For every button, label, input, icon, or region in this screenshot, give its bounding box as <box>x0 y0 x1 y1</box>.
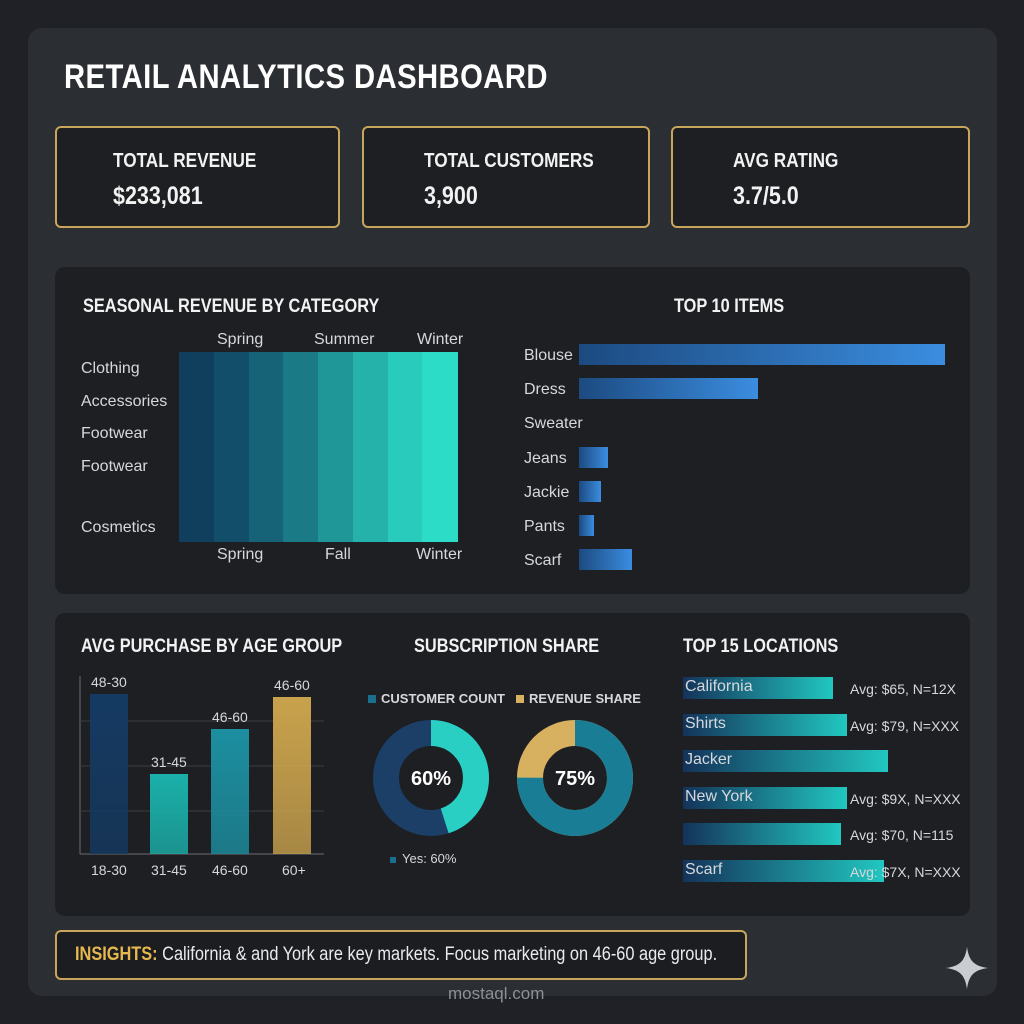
category-label: Clothing <box>81 360 140 377</box>
age-bar[interactable] <box>211 729 249 854</box>
age-bar[interactable] <box>90 693 128 854</box>
footnote-text: Yes: 60% <box>402 851 457 866</box>
location-label: Scarf <box>685 861 723 878</box>
location-stat: Avg: $7X, N=XXX <box>850 864 961 880</box>
season-bottom-label: Spring <box>217 546 264 563</box>
age-bar-chart: 48-30 18-30 31-45 31-45 46-60 46-60 46-60 60+ <box>78 673 326 878</box>
kpi-total-customers[interactable]: TOTAL CUSTOMERS 3,900 <box>362 126 650 228</box>
location-label: Jacker <box>685 751 733 769</box>
kpi-total-revenue[interactable]: TOTAL REVENUE $233,081 <box>55 126 340 228</box>
season-top-label: Summer <box>314 331 375 348</box>
customer-donut-label: 60% <box>411 768 451 790</box>
heatmap-cell[interactable] <box>248 352 284 542</box>
insights-banner: INSIGHTS: California & and York are key … <box>55 930 747 980</box>
category-label: Footwear <box>81 458 148 475</box>
location-label: California <box>685 678 753 695</box>
age-bar[interactable] <box>273 697 311 854</box>
legend-swatch <box>516 695 524 703</box>
category-label: Accessories <box>81 393 168 410</box>
age-bar-value-label: 48-30 <box>91 673 127 690</box>
watermark: mostaql.com <box>448 984 545 1003</box>
revenue-donut-arc <box>517 720 633 836</box>
item-label: Dress <box>524 381 566 399</box>
heatmap-cell[interactable] <box>318 352 354 542</box>
heatmap-cell[interactable] <box>352 352 388 542</box>
item-label: Sweater <box>524 415 583 433</box>
category-label: Cosmetics <box>81 519 156 536</box>
location-bar[interactable] <box>683 713 847 736</box>
kpi-label: AVG RATING <box>733 150 839 172</box>
heatmap-cell[interactable] <box>179 352 215 542</box>
item-bar[interactable] <box>579 344 945 365</box>
subscription-title: SUBSCRIPTION SHARE <box>414 636 600 657</box>
location-bar[interactable] <box>683 860 884 882</box>
sparkle-icon <box>946 947 988 989</box>
age-bar[interactable] <box>150 773 188 854</box>
category-label: Footwear <box>81 425 148 442</box>
kpi-label: TOTAL CUSTOMERS <box>424 150 594 172</box>
kpi-value: $233,081 <box>113 182 203 210</box>
age-axis-label: 31-45 <box>151 862 187 878</box>
legend-customer-label: CUSTOMER COUNT <box>381 691 505 706</box>
kpi-label: TOTAL REVENUE <box>113 150 257 172</box>
page-title: RETAIL ANALYTICS DASHBOARD <box>64 58 548 96</box>
seasonal-title: SEASONAL REVENUE BY CATEGORY <box>83 296 380 317</box>
season-bottom-label: Winter <box>416 546 463 563</box>
revenue-donut[interactable]: 75% <box>515 718 635 838</box>
location-bar[interactable] <box>683 823 841 846</box>
location-bar[interactable] <box>683 750 888 773</box>
item-label: Jeans <box>524 449 567 467</box>
heatmap-cell[interactable] <box>213 352 249 542</box>
age-bar-value-label: 46-60 <box>274 677 310 694</box>
item-bar[interactable] <box>579 515 594 536</box>
location-stat: Avg: $79, N=XXX <box>850 717 960 734</box>
item-bar[interactable] <box>579 446 609 468</box>
item-label: Pants <box>524 518 565 535</box>
location-label: Shirts <box>685 714 726 732</box>
kpi-value: 3,900 <box>424 182 478 210</box>
age-axis-label: 60+ <box>282 862 306 878</box>
season-top-label: Winter <box>417 331 464 348</box>
location-bar[interactable] <box>683 786 847 809</box>
heatmap-cell[interactable] <box>387 352 423 542</box>
revenue-donut-label: 75% <box>555 768 595 790</box>
legend-swatch <box>368 695 376 703</box>
season-bottom-label: Fall <box>325 546 351 563</box>
insights-label: INSIGHTS: <box>75 944 158 965</box>
age-bar-value-label: 46-60 <box>212 709 248 726</box>
legend-revenue: REVENUE SHARE <box>516 691 641 706</box>
heatmap-cell[interactable] <box>422 352 458 542</box>
item-bar[interactable] <box>579 480 601 502</box>
top-items-title: TOP 10 ITEMS <box>674 296 785 317</box>
legend-customer: CUSTOMER COUNT <box>368 691 505 706</box>
location-stat: Avg: $9X, N=XXX <box>850 790 961 807</box>
kpi-avg-rating[interactable]: AVG RATING 3.7/5.0 <box>671 126 970 228</box>
location-stat: Avg: $65, N=12X <box>850 681 956 697</box>
item-label: Jackie <box>524 483 570 501</box>
age-bar-value-label: 31-45 <box>151 753 187 770</box>
age-title: AVG PURCHASE BY AGE GROUP <box>81 636 343 657</box>
footnote-swatch <box>390 856 396 863</box>
locations-title: TOP 15 LOCATIONS <box>683 636 839 657</box>
heatmap-cell[interactable] <box>283 352 319 542</box>
legend-revenue-label: REVENUE SHARE <box>529 691 641 706</box>
customer-donut-arc <box>373 720 489 836</box>
age-axis-label: 46-60 <box>212 862 248 878</box>
location-stat: Avg: $70, N=115 <box>850 827 954 844</box>
subscription-footnote: Yes: 60% <box>390 851 456 866</box>
item-label: Blouse <box>524 347 573 364</box>
kpi-value: 3.7/5.0 <box>733 182 799 210</box>
season-top-label: Spring <box>217 331 264 348</box>
insights-text: California & and York are key markets. F… <box>162 944 718 965</box>
location-bar[interactable] <box>683 677 833 699</box>
age-axis-label: 18-30 <box>91 862 127 878</box>
item-label: Scarf <box>524 552 562 570</box>
customer-donut[interactable]: 60% <box>371 718 491 838</box>
location-label: New York <box>685 787 753 805</box>
item-bar[interactable] <box>579 549 633 571</box>
item-bar[interactable] <box>579 378 759 400</box>
